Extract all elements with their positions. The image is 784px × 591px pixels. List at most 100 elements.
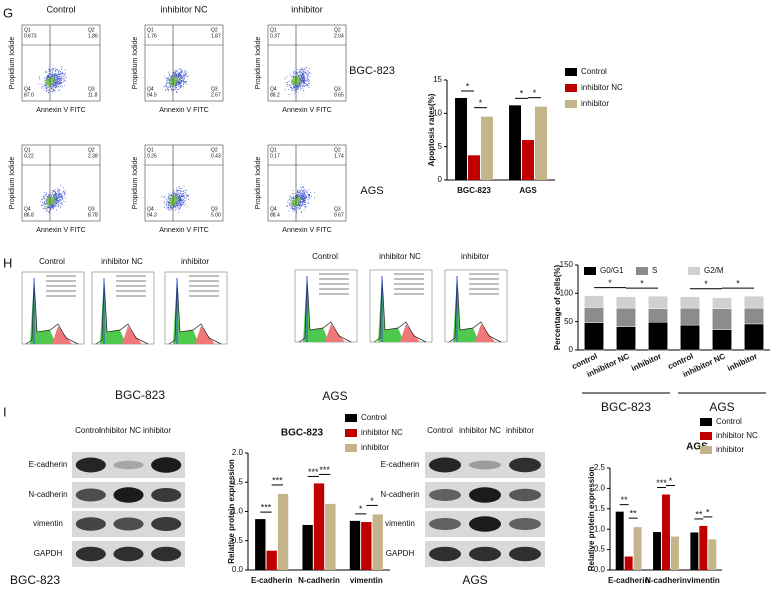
legend-label: inhibitor NC bbox=[361, 428, 403, 437]
band bbox=[469, 487, 501, 503]
band bbox=[429, 489, 461, 501]
y-tick-label: 0.5 bbox=[232, 536, 244, 545]
legend-swatch bbox=[565, 84, 577, 92]
column-header: inhibitor NC bbox=[160, 4, 208, 14]
y-tick-label: 0 bbox=[438, 175, 443, 184]
y-axis-label: Apoptosis rates(%) bbox=[427, 93, 436, 166]
flow-plot bbox=[144, 144, 224, 222]
legend-swatch bbox=[688, 267, 700, 275]
scatter-core bbox=[45, 74, 57, 87]
significance: ** bbox=[630, 509, 638, 519]
quadrant-value: 2.67 bbox=[211, 92, 221, 98]
flow-plot bbox=[144, 24, 224, 102]
band bbox=[113, 487, 144, 503]
quadrant-name: Q2 bbox=[88, 147, 95, 153]
group-label: AGS bbox=[709, 400, 734, 414]
bar bbox=[455, 98, 468, 180]
bar bbox=[633, 527, 642, 570]
quadrant-value: 9.65 bbox=[334, 92, 344, 98]
significance: *** bbox=[656, 478, 667, 488]
legend-swatch bbox=[700, 446, 712, 454]
quadrant-value: 88.4 bbox=[270, 212, 280, 218]
protein-label: N-cadherin bbox=[380, 490, 419, 499]
legend-label: Control bbox=[361, 413, 387, 422]
bar-segment bbox=[744, 295, 764, 309]
quadrant-value: 1.86 bbox=[88, 33, 98, 39]
quadrant-value: 11.8 bbox=[88, 92, 98, 98]
quadrant-value: 5.00 bbox=[211, 212, 221, 218]
y-tick-label: 1.0 bbox=[232, 507, 244, 516]
quadrant-value: 2.04 bbox=[334, 33, 344, 39]
y-axis-label: Relative protein expression bbox=[227, 459, 236, 564]
protein-label: vimentin bbox=[33, 519, 63, 528]
quadrant-name: Q1 bbox=[147, 27, 154, 33]
column-header: Control bbox=[312, 252, 338, 261]
flow-plot bbox=[267, 24, 347, 102]
flow-plot bbox=[267, 144, 347, 222]
bar-segment bbox=[744, 307, 764, 325]
significance: ** bbox=[695, 509, 703, 519]
quadrant-name: Q1 bbox=[270, 147, 277, 153]
quadrant-value: 2.38 bbox=[88, 153, 98, 159]
significance: * bbox=[520, 89, 524, 99]
group-label: BGC-823 bbox=[115, 388, 165, 402]
bar-segment bbox=[680, 296, 700, 309]
quadrant-value: 88.8 bbox=[24, 212, 34, 218]
lane-header: inhibitor bbox=[143, 426, 171, 435]
y-axis-label: Propidium Iodide bbox=[9, 157, 16, 210]
row-label: AGS bbox=[360, 185, 383, 197]
protein-label: vimentin bbox=[385, 519, 415, 528]
quadrant-name: Q4 bbox=[270, 206, 277, 212]
y-tick-label: 50 bbox=[564, 317, 573, 326]
significance: * bbox=[359, 504, 363, 514]
outline bbox=[95, 277, 149, 345]
bar bbox=[708, 539, 717, 570]
legend-swatch bbox=[345, 444, 357, 452]
band bbox=[469, 516, 501, 532]
significance: * bbox=[370, 496, 374, 506]
y-tick-label: 0.0 bbox=[594, 565, 606, 574]
quadrant-name: Q4 bbox=[270, 86, 277, 92]
outline bbox=[298, 275, 352, 343]
quadrant-value: 1.76 bbox=[147, 33, 157, 39]
band bbox=[509, 488, 541, 502]
quadrant-value: 94.5 bbox=[147, 92, 157, 98]
quadrant-name: Q3 bbox=[211, 86, 218, 92]
quadrant-name: Q3 bbox=[211, 206, 218, 212]
quadrant-name: Q2 bbox=[334, 147, 341, 153]
x-tick-label: inhibitor bbox=[630, 352, 663, 374]
band bbox=[469, 546, 501, 562]
legend-label: inhibitor NC bbox=[581, 83, 623, 92]
y-tick-label: 2.0 bbox=[594, 484, 606, 493]
band bbox=[75, 517, 106, 531]
quadrant-name: Q2 bbox=[88, 27, 95, 33]
x-axis-label: Annexin V FITC bbox=[282, 107, 331, 114]
quadrant-value: 87.0 bbox=[24, 92, 34, 98]
significance: * bbox=[704, 279, 708, 289]
bar bbox=[361, 522, 372, 570]
quadrant-name: Q1 bbox=[270, 27, 277, 33]
bar-segment bbox=[648, 308, 668, 323]
y-axis-label: Propidium Iodide bbox=[132, 37, 139, 90]
y-axis-label: Relative protein expression bbox=[587, 467, 596, 572]
significance: *** bbox=[261, 502, 272, 512]
legend-swatch bbox=[584, 267, 596, 275]
outline bbox=[373, 275, 427, 343]
y-tick-label: 15 bbox=[433, 75, 442, 84]
y-tick-label: 10 bbox=[433, 108, 442, 117]
group-label: BGC-823 bbox=[601, 400, 651, 414]
bar bbox=[349, 520, 361, 570]
bar bbox=[325, 503, 336, 570]
bar bbox=[670, 536, 679, 570]
column-header: inhibitor bbox=[461, 252, 489, 261]
quadrant-name: Q3 bbox=[88, 206, 95, 212]
band bbox=[509, 457, 541, 473]
g2-peak bbox=[122, 326, 142, 344]
x-tick-label: inhibitor bbox=[726, 352, 759, 374]
significance: * bbox=[736, 279, 740, 289]
bar bbox=[624, 556, 633, 570]
quadrant-value: 0.673 bbox=[24, 33, 37, 39]
bar-segment bbox=[584, 295, 604, 308]
band bbox=[151, 457, 182, 473]
